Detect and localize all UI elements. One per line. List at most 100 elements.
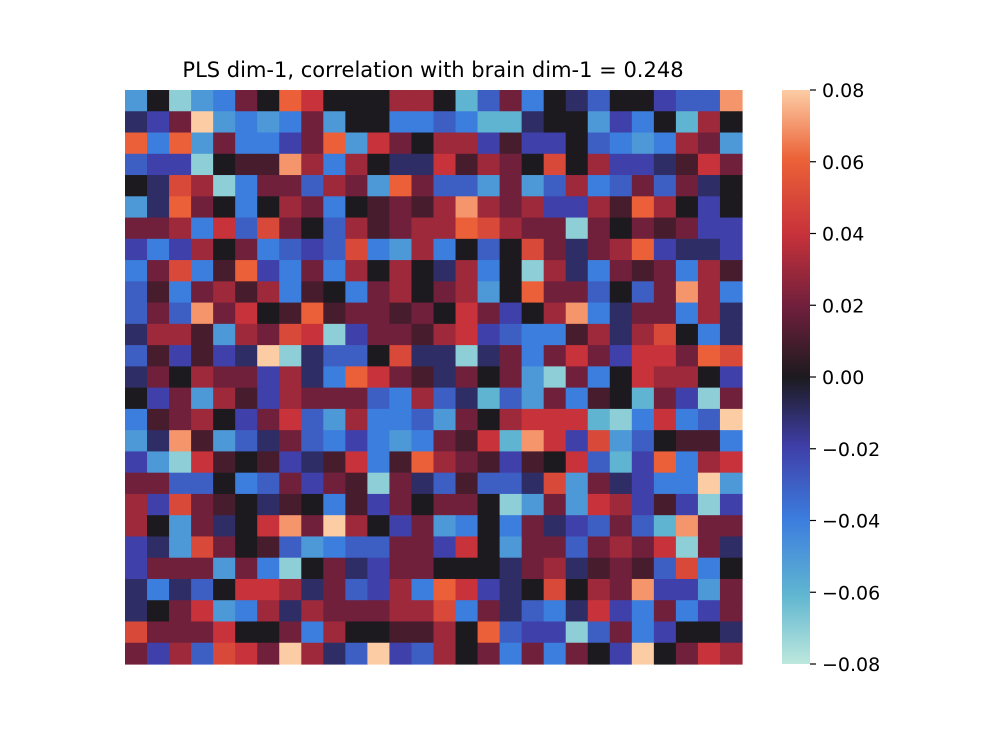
- heatmap-cell: [719, 472, 743, 495]
- heatmap-cell: [147, 472, 170, 495]
- heatmap-cell: [301, 621, 324, 644]
- heatmap-cell: [147, 366, 170, 389]
- heatmap-cell: [477, 90, 501, 112]
- heatmap-cell: [609, 387, 633, 410]
- heatmap-cell: [675, 642, 699, 665]
- heatmap-cell: [455, 366, 479, 389]
- heatmap-cell: [301, 323, 324, 346]
- heatmap-cell: [697, 175, 721, 197]
- heatmap-cell: [521, 515, 545, 538]
- heatmap-cell: [411, 175, 435, 197]
- heatmap-cell: [235, 536, 258, 559]
- heatmap-cell: [125, 132, 148, 155]
- heatmap-cell: [191, 90, 214, 112]
- heatmap-cell: [191, 600, 214, 623]
- heatmap-cell: [169, 600, 192, 623]
- heatmap-cell: [257, 430, 280, 453]
- heatmap-cell: [301, 260, 324, 282]
- heatmap-cell: [631, 175, 655, 197]
- heatmap-cell: [521, 366, 545, 389]
- heatmap-cell: [521, 132, 545, 155]
- heatmap-cell: [125, 600, 148, 623]
- heatmap-cell: [499, 345, 523, 367]
- heatmap-cell: [235, 493, 258, 516]
- heatmap-cell: [609, 493, 633, 516]
- heatmap-cell: [565, 578, 589, 601]
- heatmap-cell: [543, 642, 567, 665]
- heatmap-cell: [631, 111, 655, 134]
- heatmap-cell: [147, 217, 170, 240]
- heatmap-cell: [301, 557, 324, 580]
- heatmap-cell: [213, 366, 236, 389]
- heatmap-cell: [389, 536, 413, 559]
- heatmap-cell: [609, 642, 633, 665]
- heatmap-cell: [279, 153, 302, 176]
- heatmap-cell: [279, 217, 302, 240]
- heatmap-cell: [455, 493, 479, 516]
- heatmap-cell: [125, 238, 148, 261]
- heatmap-cell: [235, 281, 258, 304]
- heatmap-cell: [169, 175, 192, 197]
- heatmap-cell: [191, 557, 214, 580]
- heatmap-cell: [147, 281, 170, 304]
- heatmap-cell: [521, 260, 545, 282]
- heatmap-cell: [301, 578, 324, 601]
- chart-title: PLS dim-1, correlation with brain dim-1 …: [182, 58, 683, 82]
- heatmap-cell: [499, 472, 523, 495]
- heatmap-cell: [235, 451, 258, 474]
- heatmap-cell: [433, 387, 457, 410]
- heatmap-cell: [631, 578, 655, 601]
- heatmap-cell: [675, 132, 699, 155]
- heatmap-cell: [477, 578, 501, 601]
- heatmap-cell: [675, 408, 699, 431]
- heatmap-cell: [587, 90, 611, 112]
- heatmap-cell: [125, 366, 148, 389]
- heatmap-cell: [389, 196, 413, 219]
- heatmap-cell: [433, 196, 457, 219]
- heatmap-cell: [235, 90, 258, 112]
- heatmap-cell: [543, 302, 567, 325]
- heatmap-cell: [433, 132, 457, 155]
- heatmap-cell: [389, 493, 413, 516]
- heatmap-cell: [477, 238, 501, 261]
- heatmap-cell: [719, 175, 743, 197]
- heatmap-cell: [191, 175, 214, 197]
- heatmap-cell: [433, 578, 457, 601]
- heatmap-cell: [169, 493, 192, 516]
- heatmap-cell: [345, 600, 368, 623]
- heatmap-cell: [169, 366, 192, 389]
- heatmap-cell: [345, 472, 368, 495]
- heatmap-cell: [125, 175, 148, 197]
- heatmap-cell: [345, 175, 368, 197]
- heatmap-cell: [543, 515, 567, 538]
- heatmap-cell: [719, 430, 743, 453]
- heatmap-cell: [697, 493, 721, 516]
- heatmap-cell: [147, 578, 170, 601]
- heatmap-cell: [213, 90, 236, 112]
- heatmap-cell: [565, 153, 589, 176]
- heatmap-cell: [609, 302, 633, 325]
- heatmap-cell: [345, 302, 368, 325]
- heatmap-cell: [367, 408, 391, 431]
- heatmap-cell: [609, 408, 633, 431]
- heatmap-cell: [345, 90, 368, 112]
- heatmap-cell: [323, 366, 346, 389]
- heatmap-cell: [301, 600, 324, 623]
- heatmap-cell: [147, 451, 170, 474]
- heatmap-cell: [323, 302, 346, 325]
- heatmap-cell: [411, 153, 435, 176]
- heatmap-cell: [719, 578, 743, 601]
- heatmap-cell: [235, 408, 258, 431]
- heatmap-cell: [235, 621, 258, 644]
- heatmap-cell: [389, 578, 413, 601]
- heatmap-cell: [147, 302, 170, 325]
- heatmap-cell: [411, 196, 435, 219]
- heatmap-cell: [433, 260, 457, 282]
- heatmap-cell: [345, 260, 368, 282]
- heatmap-cell: [675, 366, 699, 389]
- heatmap-cell: [213, 281, 236, 304]
- heatmap-cell: [125, 153, 148, 176]
- heatmap-cell: [433, 238, 457, 261]
- heatmap-cell: [697, 90, 721, 112]
- heatmap-cell: [521, 111, 545, 134]
